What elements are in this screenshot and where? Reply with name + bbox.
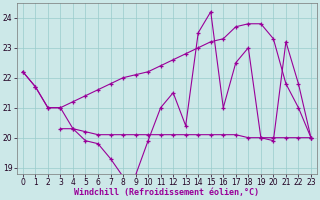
X-axis label: Windchill (Refroidissement éolien,°C): Windchill (Refroidissement éolien,°C) [74, 188, 260, 197]
